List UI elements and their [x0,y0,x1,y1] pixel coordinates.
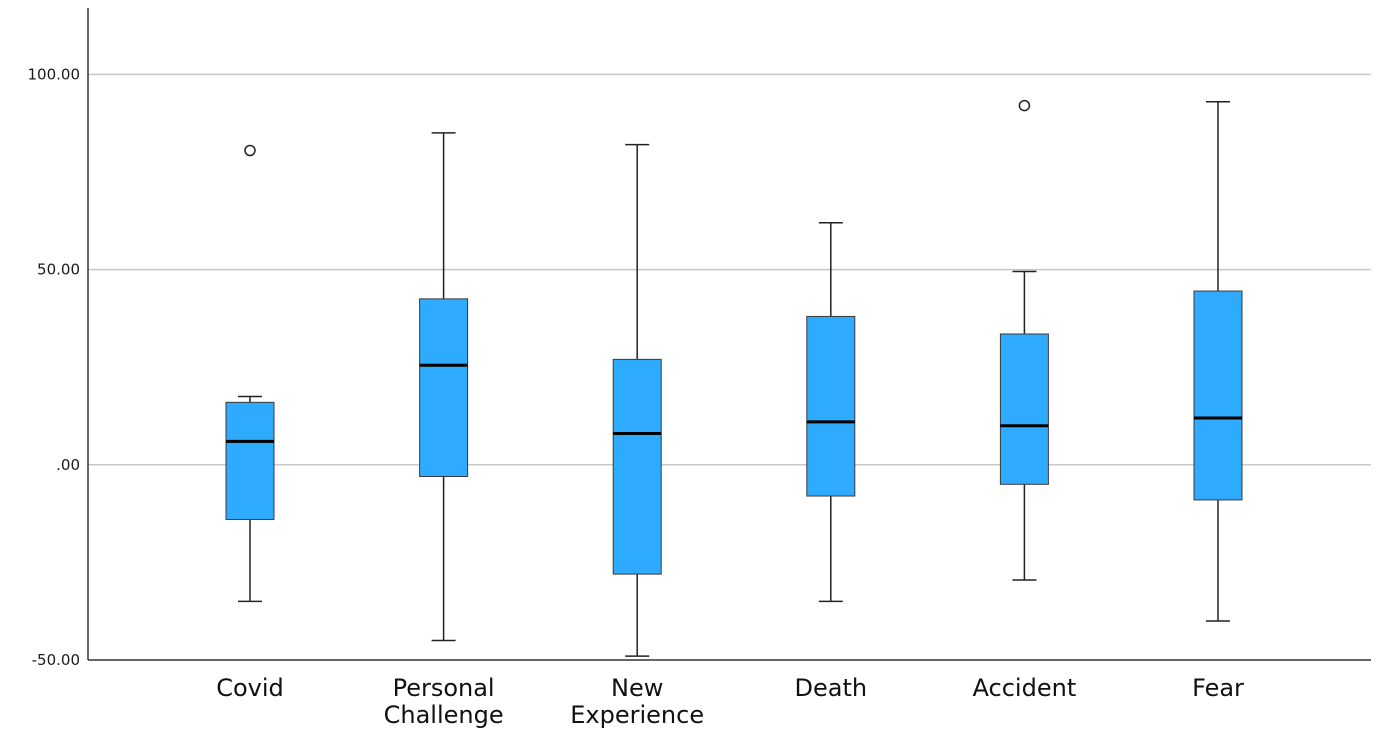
y-tick-label: 50.00 [37,261,80,279]
x-tick-label: Experience [570,701,704,729]
box-iqr [419,298,469,478]
x-tick-label: Accident [973,674,1077,702]
box-iqr [999,333,1049,485]
box-group: Fear [1192,100,1244,702]
box-iqr [806,315,856,497]
y-tick-label: 100.00 [28,65,81,83]
x-tick-label: New [611,674,663,702]
x-tick-label: Fear [1192,674,1244,702]
box-group: Death [795,221,868,702]
x-tick-label: Challenge [384,701,504,729]
y-tick-label: -50.00 [32,651,80,669]
box-iqr [1193,290,1243,501]
box-group: Accident [973,99,1077,702]
x-tick-label: Death [795,674,868,702]
x-tick-label: Personal [393,674,495,702]
outlier-point [244,144,256,157]
x-tick-label: Covid [216,674,284,702]
box-iqr [225,401,275,520]
box-group: Covid [216,144,284,702]
box-iqr [612,358,662,575]
y-tick-label: .00 [56,456,80,474]
outlier-point [1018,99,1031,112]
